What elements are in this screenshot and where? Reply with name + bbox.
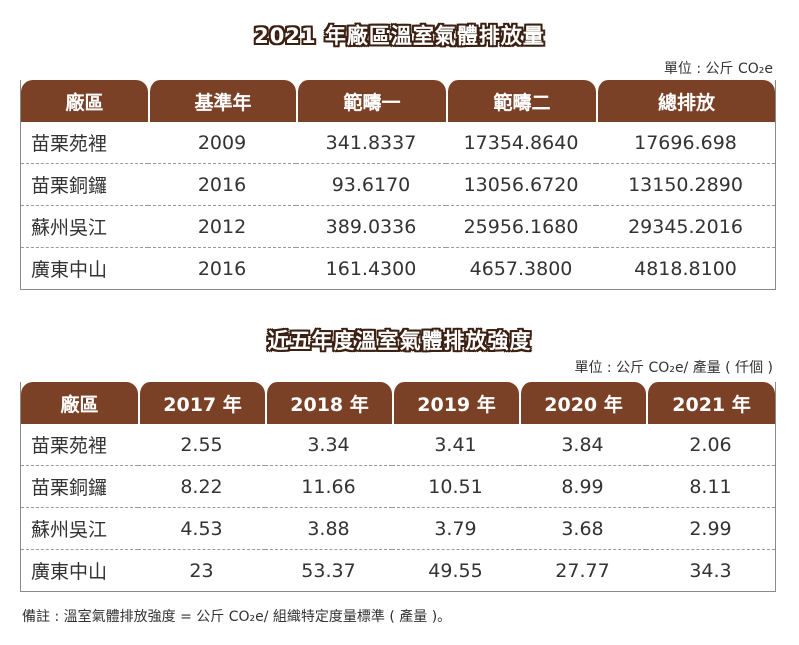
col-header-scope-1: 範疇一 <box>296 80 446 122</box>
intensity-value: 3.34 <box>307 433 350 456</box>
base-year: 2009 <box>197 131 247 154</box>
table-row: 蘇州吳江 4.53 3.88 3.79 3.68 2.99 <box>21 507 775 549</box>
col-header-base-year: 基準年 <box>148 80 296 122</box>
table-row: 苗栗苑裡 2.55 3.34 3.41 3.84 2.06 <box>21 424 775 465</box>
col-header-2018: 2018 年 <box>265 382 392 424</box>
intensity-value: 27.77 <box>519 549 646 591</box>
intensity-value: 3.79 <box>392 507 519 549</box>
col-header-plant: 廠區 <box>21 382 138 424</box>
scope-1: 389.0336 <box>296 205 446 247</box>
scope-2: 17354.8640 <box>463 131 579 154</box>
emissions-table-title: 2021 年廠區溫室氣體排放量 <box>254 24 545 48</box>
intensity-value: 4.53 <box>138 507 265 549</box>
intensity-unit-label: 單位 : 公斤 CO₂e/ 產量 ( 仟個 ) <box>574 360 773 376</box>
base-year: 2016 <box>148 247 296 289</box>
footnote: 備註 : 溫室氣體排放強度 = 公斤 CO₂e/ 組織特定度量標準 ( 產量 )… <box>22 609 452 625</box>
emissions-table: 廠區 基準年 範疇一 範疇二 總排放 苗栗苑裡 2009 341.8337 17… <box>20 80 776 290</box>
scope-1: 93.6170 <box>296 163 446 205</box>
scope-2: 13056.6720 <box>446 163 596 205</box>
col-header-2020: 2020 年 <box>519 382 646 424</box>
plant-name: 廣東中山 <box>21 549 138 591</box>
scope-2: 4657.3800 <box>446 247 596 289</box>
intensity-value: 23 <box>138 549 265 591</box>
intensity-value: 2.99 <box>646 507 775 549</box>
plant-name: 苗栗銅鑼 <box>21 465 138 507</box>
intensity-value: 10.51 <box>392 465 519 507</box>
plant-name: 廣東中山 <box>21 247 148 289</box>
intensity-value: 8.11 <box>646 465 775 507</box>
intensity-value: 3.88 <box>265 507 392 549</box>
intensity-value: 8.22 <box>138 465 265 507</box>
base-year: 2012 <box>148 205 296 247</box>
col-header-total: 總排放 <box>596 80 775 122</box>
base-year: 2016 <box>148 163 296 205</box>
intensity-value: 2.55 <box>180 433 223 456</box>
total: 17696.698 <box>634 131 737 154</box>
scope-1: 161.4300 <box>296 247 446 289</box>
intensity-value: 49.55 <box>392 549 519 591</box>
plant-name: 蘇州吳江 <box>21 205 148 247</box>
intensity-value: 3.41 <box>434 433 477 456</box>
intensity-value: 3.68 <box>519 507 646 549</box>
intensity-value: 11.66 <box>265 465 392 507</box>
col-header-scope-2: 範疇二 <box>446 80 596 122</box>
table-row: 廣東中山 2016 161.4300 4657.3800 4818.8100 <box>21 247 775 289</box>
plant-name: 蘇州吳江 <box>21 507 138 549</box>
col-header-2019: 2019 年 <box>392 382 519 424</box>
intensity-table-title: 近五年度溫室氣體排放強度 <box>267 329 532 353</box>
col-header-plant: 廠區 <box>21 80 148 122</box>
col-header-2021: 2021 年 <box>646 382 775 424</box>
intensity-value: 34.3 <box>646 549 775 591</box>
plant-name: 苗栗苑裡 <box>31 133 108 155</box>
intensity-table: 廠區 2017 年 2018 年 2019 年 2020 年 2021 年 苗栗… <box>20 382 776 592</box>
total: 13150.2890 <box>596 163 775 205</box>
table-row: 廣東中山 23 53.37 49.55 27.77 34.3 <box>21 549 775 591</box>
emissions-unit-label: 單位 : 公斤 CO₂e <box>663 61 773 77</box>
table-row: 苗栗苑裡 2009 341.8337 17354.8640 17696.698 <box>21 122 775 163</box>
intensity-value: 3.84 <box>561 433 604 456</box>
scope-2: 25956.1680 <box>446 205 596 247</box>
intensity-value: 53.37 <box>265 549 392 591</box>
plant-name: 苗栗苑裡 <box>31 435 108 457</box>
intensity-value: 2.06 <box>689 433 732 456</box>
table-row: 蘇州吳江 2012 389.0336 25956.1680 29345.2016 <box>21 205 775 247</box>
total: 4818.8100 <box>596 247 775 289</box>
intensity-value: 8.99 <box>519 465 646 507</box>
table-row: 苗栗銅鑼 8.22 11.66 10.51 8.99 8.11 <box>21 465 775 507</box>
plant-name: 苗栗銅鑼 <box>21 163 148 205</box>
table-row: 苗栗銅鑼 2016 93.6170 13056.6720 13150.2890 <box>21 163 775 205</box>
total: 29345.2016 <box>596 205 775 247</box>
col-header-2017: 2017 年 <box>138 382 265 424</box>
scope-1: 341.8337 <box>325 131 417 154</box>
